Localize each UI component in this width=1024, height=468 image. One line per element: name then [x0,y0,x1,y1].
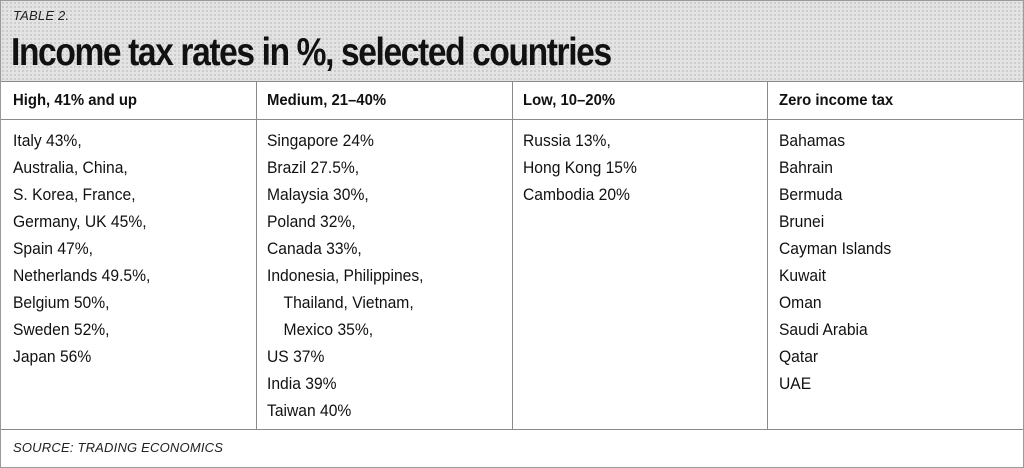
list-item: Kuwait [779,266,826,285]
column-header-medium: Medium, 21–40% [267,92,387,109]
list-item: Sweden 52%, [13,320,110,339]
list-item: S. Korea, France, [13,185,136,204]
column-divider [767,82,768,429]
list-item: Germany, UK 45%, [13,212,147,231]
list-item: Poland 32%, [267,212,356,231]
list-item: Bermuda [779,185,843,204]
list-item: Netherlands 49.5%, [13,266,151,285]
list-item: Cayman Islands [779,239,892,258]
column-header-high: High, 41% and up [13,92,138,109]
list-item: Taiwan 40% [267,401,352,420]
list-item: Russia 13%, [523,131,611,150]
list-item: Italy 43%, [13,131,82,150]
column-header-zero: Zero income tax [779,92,894,109]
list-item: Malaysia 30%, [267,185,369,204]
list-item: Thailand, Vietnam, [283,293,414,312]
table-label: TABLE 2. [13,8,70,23]
list-item: Bahamas [779,131,846,150]
source-note: SOURCE: TRADING ECONOMICS [13,440,224,455]
table-footer: SOURCE: TRADING ECONOMICS [1,429,1023,468]
list-item: Brazil 27.5%, [267,158,360,177]
list-item: Cambodia 20% [523,185,630,204]
list-item: Saudi Arabia [779,320,868,339]
list-item: Indonesia, Philippines, [267,266,424,285]
list-item: Spain 47%, [13,239,93,258]
list-item: Singapore 24% [267,131,374,150]
list-item: Qatar [779,347,819,366]
column-body-medium: Singapore 24% Brazil 27.5%, Malaysia 30%… [267,127,437,424]
list-item: Belgium 50%, [13,293,110,312]
column-divider [256,82,257,429]
column-body-low: Russia 13%, Hong Kong 15% Cambodia 20% [523,127,647,208]
list-item: India 39% [267,374,337,393]
column-header-low: Low, 10–20% [523,92,616,109]
list-item: US 37% [267,347,325,366]
list-item: UAE [779,374,812,393]
list-item: Japan 56% [13,347,92,366]
table-header: TABLE 2. Income tax rates in %, selected… [1,1,1023,82]
column-body-zero: Bahamas Bahrain Bermuda Brunei Cayman Is… [779,127,901,397]
list-item: Australia, China, [13,158,128,177]
list-item: Oman [779,293,822,312]
column-divider [512,82,513,429]
list-item: Bahrain [779,158,833,177]
list-item: Mexico 35%, [283,320,374,339]
column-body-high: Italy 43%, Australia, China, S. Korea, F… [13,127,162,370]
table-title: Income tax rates in %, selected countrie… [11,31,612,74]
list-item: Brunei [779,212,825,231]
list-item: Hong Kong 15% [523,158,637,177]
list-item: Canada 33%, [267,239,362,258]
